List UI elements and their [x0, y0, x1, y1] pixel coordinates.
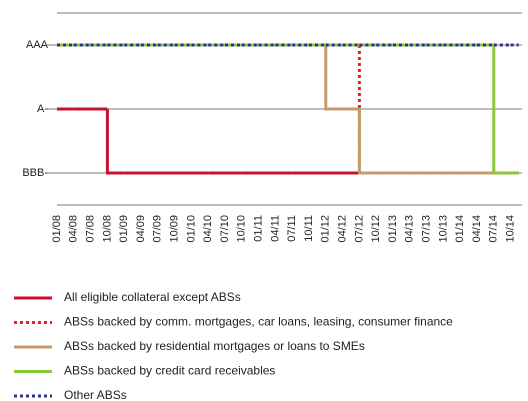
- x-tick-label: 01/09: [118, 215, 130, 243]
- x-tick-label: 10/14: [505, 215, 517, 243]
- series-line: [357, 109, 377, 175]
- x-tick-label: 07/14: [488, 215, 500, 243]
- legend-label: Other ABSs: [64, 388, 127, 401]
- x-tick-label: 10/11: [303, 215, 315, 242]
- series-line: [492, 45, 511, 175]
- series-line: [324, 45, 343, 111]
- x-tick-label: 04/12: [337, 215, 349, 243]
- y-tick-label: AAA: [26, 39, 49, 51]
- x-tick-label: 10/12: [370, 215, 382, 243]
- x-tick-label: 04/10: [202, 215, 214, 243]
- x-tick-label: 07/08: [85, 215, 97, 243]
- x-tick-label: 01/08: [51, 215, 63, 243]
- legend-label: All eligible collateral except ABSs: [64, 290, 241, 304]
- x-tick-label: 01/14: [454, 215, 466, 243]
- x-tick-label: 07/11: [286, 215, 298, 242]
- series-line: [105, 109, 125, 175]
- x-tick-label: 04/13: [404, 215, 416, 243]
- x-tick-label: 10/13: [437, 215, 449, 243]
- legend-label: ABSs backed by credit card receivables: [64, 364, 275, 378]
- x-tick-label: 04/11: [269, 215, 281, 242]
- x-tick-label: 04/08: [68, 215, 80, 243]
- x-tick-label: 10/08: [101, 215, 113, 243]
- x-tick-label: 07/13: [421, 215, 433, 243]
- y-tick-label: A-: [37, 103, 48, 115]
- x-tick-label: 10/10: [236, 215, 248, 243]
- x-tick-label: 07/09: [152, 215, 164, 243]
- x-tick-label: 01/11: [253, 215, 265, 242]
- x-tick-label: 07/12: [353, 215, 365, 243]
- x-tick-label: 04/14: [471, 215, 483, 243]
- x-tick-label: 01/13: [387, 215, 399, 243]
- x-tick-label: 07/10: [219, 215, 231, 243]
- x-tick-label: 04/09: [135, 215, 147, 243]
- legend-label: ABSs backed by residential mortgages or …: [64, 339, 365, 353]
- x-tick-label: 01/12: [320, 215, 332, 243]
- x-tick-label: 10/09: [169, 215, 181, 243]
- y-tick-label: BBB-: [22, 167, 48, 179]
- x-tick-label: 01/10: [185, 215, 197, 243]
- legend-label: ABSs backed by comm. mortgages, car loan…: [64, 315, 453, 329]
